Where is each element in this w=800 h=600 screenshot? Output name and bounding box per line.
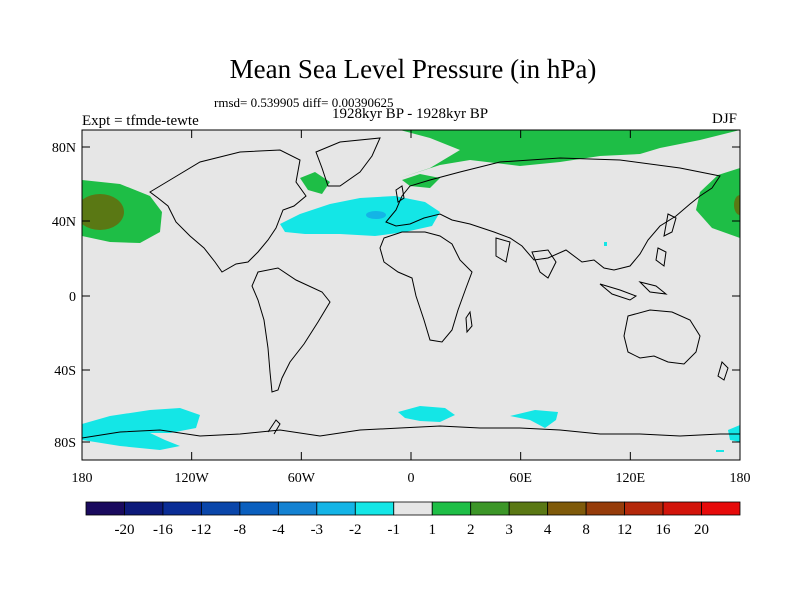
plot-title: Mean Sea Level Pressure (in hPa) [229, 54, 597, 84]
coastlines [82, 137, 740, 439]
x-tick-label: 60E [509, 471, 532, 486]
legend-swatch [701, 501, 741, 516]
bering-positive-region [696, 168, 740, 238]
small-negative-patch [604, 242, 607, 246]
x-tick-label: 120E [616, 471, 646, 486]
x-tick-label: 0 [408, 471, 415, 486]
y-tick-label: 40N [52, 215, 76, 230]
north-atlantic-negative-region [280, 196, 440, 236]
season-label: DJF [712, 111, 738, 127]
legend-label: 3 [505, 522, 513, 538]
legend-swatch [585, 501, 625, 516]
scandinavia-positive-region [402, 174, 440, 188]
legend-swatch [277, 501, 318, 516]
legend-label: -4 [272, 522, 285, 538]
legend-swatch [124, 501, 164, 516]
period-label: 1928kyr BP - 1928kyr BP [331, 106, 489, 122]
legend-swatch [662, 501, 702, 516]
map-content [82, 130, 740, 452]
north-atlantic-core [366, 211, 386, 219]
legend-label: 8 [582, 522, 590, 538]
bering-core [734, 195, 740, 215]
north-pacific-core [82, 194, 124, 230]
legend-label: -8 [234, 522, 247, 538]
southern-ocean-negative-atl [398, 406, 455, 422]
legend-label: 2 [467, 522, 475, 538]
legend-label: -2 [349, 522, 362, 538]
greenland-positive-region [300, 172, 330, 194]
legend-label: -12 [191, 522, 211, 538]
map-axes: 80N 40N 0 40S 80S 180 120W 60W 0 60E 120E 180 [52, 130, 751, 486]
legend-label: 12 [617, 522, 632, 538]
legend-swatch [624, 501, 664, 516]
legend-swatch [316, 501, 356, 516]
experiment-label: Expt = tfmde-tewte [82, 113, 199, 129]
legend-swatch [470, 501, 510, 516]
stats-line: rmsd= 0.539905 diff= 0.00390625 [214, 95, 394, 110]
x-tick-label: 120W [175, 471, 210, 486]
small-negative-patch-east [716, 450, 724, 452]
x-tick-label: 180 [730, 471, 751, 486]
legend-swatch [201, 501, 241, 516]
x-tick-label: 180 [72, 471, 93, 486]
legend-label: 20 [694, 522, 709, 538]
legend-swatch [239, 501, 279, 516]
legend-label: 4 [544, 522, 552, 538]
legend-label: 1 [428, 522, 436, 538]
legend-label: -1 [388, 522, 401, 538]
legend-label: -20 [114, 522, 134, 538]
legend-swatch [508, 501, 549, 516]
legend-swatch [85, 501, 125, 516]
y-tick-label: 80N [52, 141, 76, 156]
southern-ocean-negative-west [82, 408, 200, 450]
legend-swatch [431, 501, 472, 516]
legend-swatch [162, 501, 202, 516]
y-tick-label: 0 [69, 290, 76, 305]
anomaly-shading [82, 130, 740, 452]
y-tick-label: 40S [54, 364, 76, 379]
y-tick-label: 80S [54, 436, 76, 451]
legend-swatch [547, 501, 587, 516]
arctic-positive-region [400, 130, 740, 178]
legend-label: -16 [153, 522, 173, 538]
legend-label: -3 [311, 522, 324, 538]
color-bar-legend: -20 -16 -12 -8 -4 -3 -2 -1 1 2 3 4 8 12 16 20 [85, 501, 741, 538]
legend-label: 16 [656, 522, 672, 538]
legend-swatch [393, 501, 433, 516]
legend-swatch [354, 501, 395, 516]
x-tick-label: 60W [288, 471, 316, 486]
southern-ocean-negative-ind [510, 410, 558, 428]
